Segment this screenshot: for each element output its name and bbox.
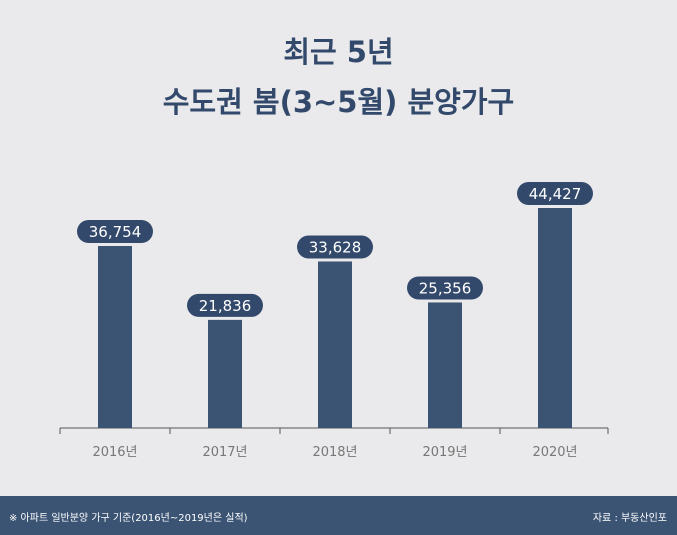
- source-credit: 자료 : 부동산인포: [592, 513, 667, 524]
- data-label-pill-5: [517, 182, 593, 205]
- x-tick-label-1: 2016년: [92, 445, 137, 460]
- bar-chart: 36,754 2016년 21,836 2017년 33,628 2018년 25,356 2…: [59, 182, 609, 460]
- x-tick-label-4: 2019년: [422, 445, 467, 460]
- x-tick-label-5: 2020년: [532, 445, 577, 460]
- data-label-4: 25,356: [419, 279, 472, 297]
- x-tick-label-3: 2018년: [312, 445, 357, 460]
- footer-bar: ※ 아파트 일반분양 가구 기준(2016년~2019년은 실적) 자료 : 부…: [0, 496, 677, 535]
- bar-5: [538, 208, 572, 428]
- data-label-pill-1: [77, 219, 153, 243]
- chart-title-line-1: 최근 5년: [283, 35, 394, 69]
- data-label-3: 33,628: [309, 238, 362, 256]
- chart-title-line-2: 수도권 봄(3~5월) 분양가구: [162, 85, 515, 119]
- x-tick-label-2: 2017년: [202, 445, 247, 460]
- data-label-pill-2: [187, 293, 263, 317]
- bar-2: [208, 319, 242, 428]
- bar-4: [428, 302, 462, 428]
- bar-3: [318, 261, 352, 428]
- bar-1: [98, 245, 132, 428]
- data-label-5: 44,427: [529, 185, 582, 203]
- footnote: ※ 아파트 일반분양 가구 기준(2016년~2019년은 실적): [9, 513, 248, 524]
- data-label-pill-4: [407, 276, 483, 300]
- data-label-pill-3: [297, 235, 373, 259]
- data-label-2: 21,836: [199, 297, 252, 315]
- data-label-1: 36,754: [89, 223, 142, 241]
